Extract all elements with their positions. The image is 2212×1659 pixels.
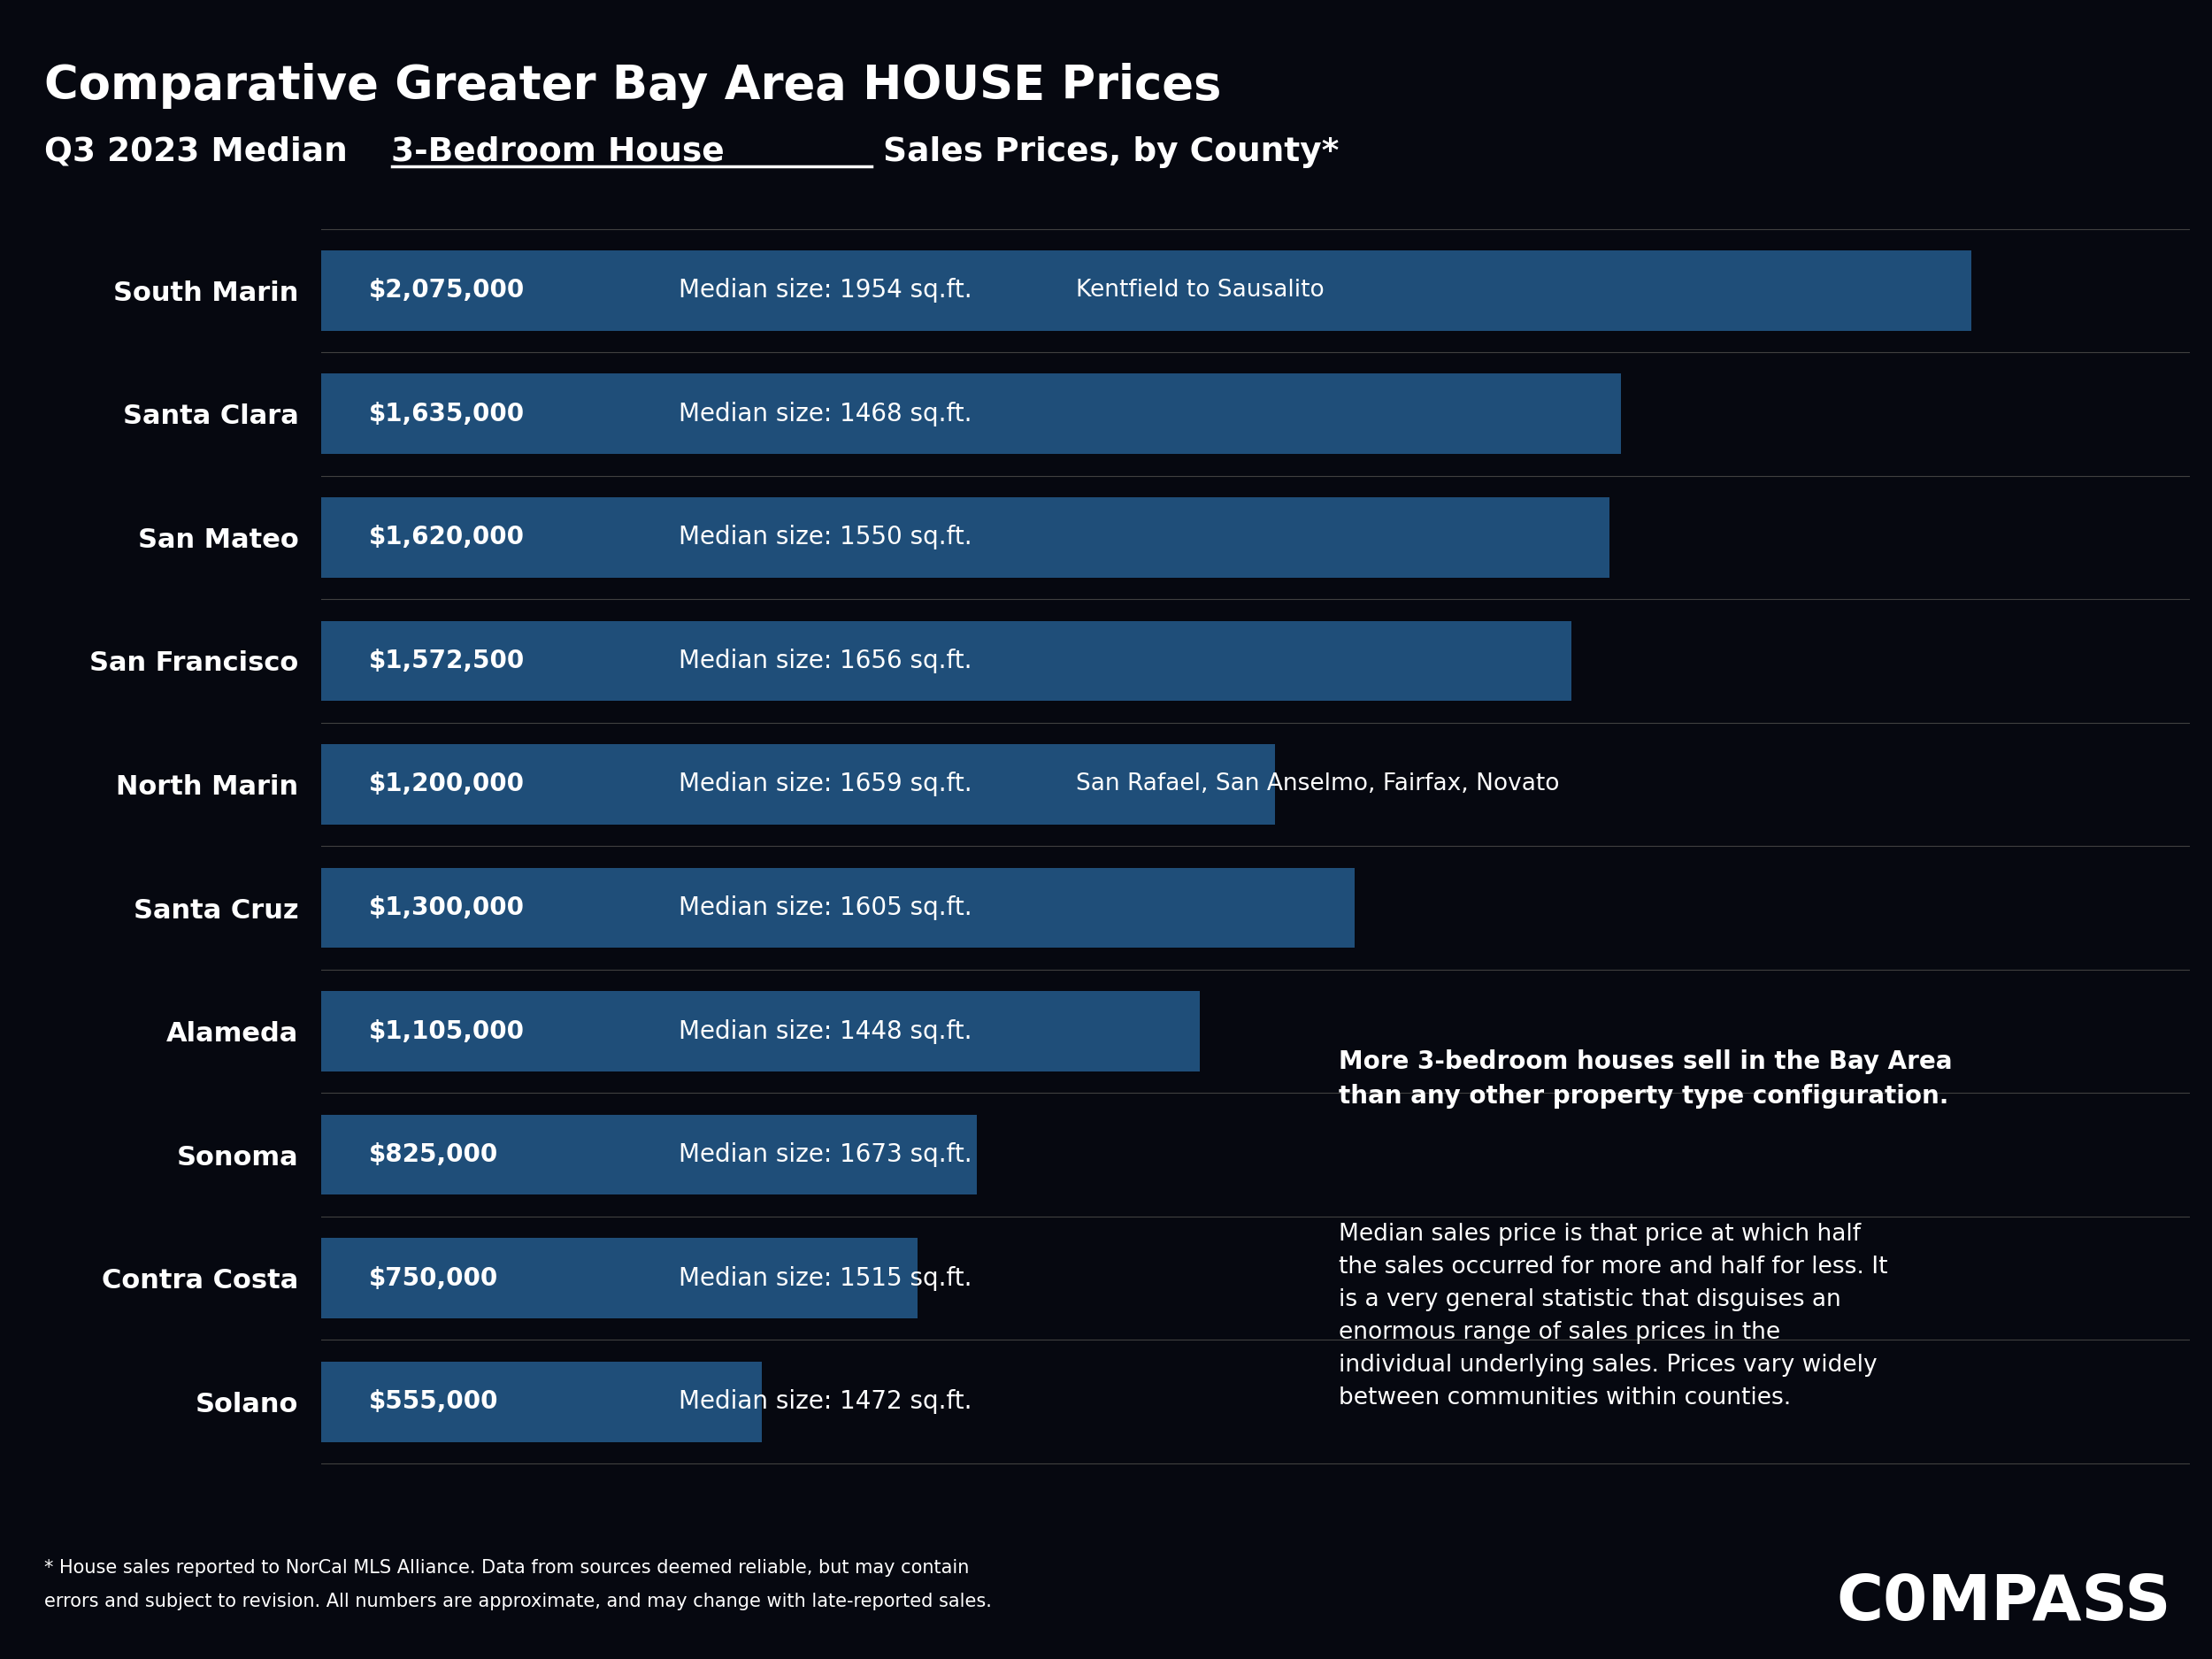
Bar xyxy=(321,620,1571,702)
Text: Median size: 1515 sq.ft.: Median size: 1515 sq.ft. xyxy=(679,1266,971,1291)
Bar xyxy=(321,1238,918,1319)
Text: Median size: 1656 sq.ft.: Median size: 1656 sq.ft. xyxy=(679,649,971,674)
Text: $1,620,000: $1,620,000 xyxy=(369,524,524,549)
Text: * House sales reported to NorCal MLS Alliance. Data from sources deemed reliable: * House sales reported to NorCal MLS All… xyxy=(44,1559,969,1578)
Text: Sales Prices, by County*: Sales Prices, by County* xyxy=(872,136,1338,168)
Text: Median size: 1659 sq.ft.: Median size: 1659 sq.ft. xyxy=(679,771,971,796)
Text: Median size: 1448 sq.ft.: Median size: 1448 sq.ft. xyxy=(679,1019,971,1044)
Bar xyxy=(321,990,1199,1072)
Bar xyxy=(321,745,1274,825)
Text: Median size: 1472 sq.ft.: Median size: 1472 sq.ft. xyxy=(679,1389,971,1413)
Text: Median sales price is that price at which half
the sales occurred for more and h: Median sales price is that price at whic… xyxy=(1338,1223,1887,1410)
Text: C0MPASS: C0MPASS xyxy=(1836,1573,2170,1634)
Text: Comparative Greater Bay Area HOUSE Prices: Comparative Greater Bay Area HOUSE Price… xyxy=(44,63,1221,109)
Text: $2,075,000: $2,075,000 xyxy=(369,279,524,304)
Text: San Rafael, San Anselmo, Fairfax, Novato: San Rafael, San Anselmo, Fairfax, Novato xyxy=(1077,773,1559,796)
Text: errors and subject to revision. All numbers are approximate, and may change with: errors and subject to revision. All numb… xyxy=(44,1593,991,1611)
Bar xyxy=(321,868,1354,947)
Text: $1,572,500: $1,572,500 xyxy=(369,649,524,674)
Bar xyxy=(321,373,1621,455)
Text: Median size: 1605 sq.ft.: Median size: 1605 sq.ft. xyxy=(679,896,971,921)
Text: $1,635,000: $1,635,000 xyxy=(369,401,524,426)
Text: Kentfield to Sausalito: Kentfield to Sausalito xyxy=(1077,279,1325,302)
Bar xyxy=(321,1362,763,1442)
Text: More 3-bedroom houses sell in the Bay Area
than any other property type configur: More 3-bedroom houses sell in the Bay Ar… xyxy=(1338,1050,1953,1110)
Bar xyxy=(321,251,1971,330)
Text: Median size: 1468 sq.ft.: Median size: 1468 sq.ft. xyxy=(679,401,971,426)
Text: Q3 2023 Median: Q3 2023 Median xyxy=(44,136,358,168)
Text: Median size: 1673 sq.ft.: Median size: 1673 sq.ft. xyxy=(679,1143,971,1168)
Text: $1,200,000: $1,200,000 xyxy=(369,771,524,796)
Text: $1,300,000: $1,300,000 xyxy=(369,896,524,921)
Text: Median size: 1954 sq.ft.: Median size: 1954 sq.ft. xyxy=(679,279,971,304)
Text: $825,000: $825,000 xyxy=(369,1143,498,1168)
Text: $555,000: $555,000 xyxy=(369,1389,498,1413)
Text: $1,105,000: $1,105,000 xyxy=(369,1019,524,1044)
Text: Median size: 1550 sq.ft.: Median size: 1550 sq.ft. xyxy=(679,524,971,549)
Text: 3-Bedroom House: 3-Bedroom House xyxy=(392,136,726,168)
Bar xyxy=(321,498,1610,577)
Bar xyxy=(321,1115,978,1194)
Text: $750,000: $750,000 xyxy=(369,1266,498,1291)
